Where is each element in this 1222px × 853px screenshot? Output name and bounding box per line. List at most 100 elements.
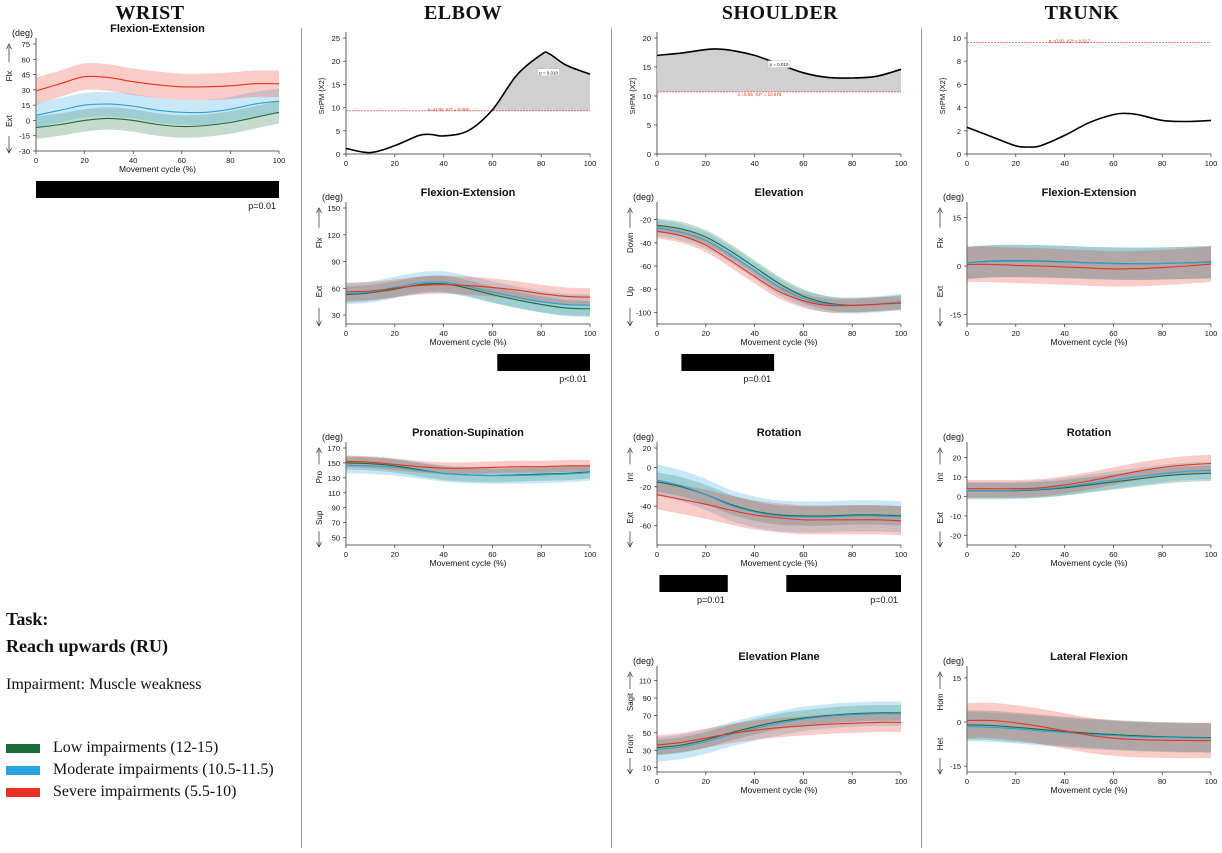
legend-item-severe: Severe impairments (5.5-10): [6, 781, 274, 803]
legend: Low impairments (12-15) Moderate impairm…: [6, 737, 274, 803]
x-tick-label: 0: [965, 329, 969, 338]
x-tick-label: 80: [537, 329, 545, 338]
x-tick-label: 100: [1205, 550, 1218, 559]
spm-curve: [656, 48, 902, 79]
x-tick-label: 100: [895, 777, 908, 786]
y-tick-label: 70: [643, 711, 651, 720]
sd-band-2: [346, 275, 590, 307]
direction-label-bottom: Sup: [315, 510, 324, 525]
y-tick-label: 15: [953, 214, 961, 223]
sd-band-0: [657, 704, 901, 756]
unit-label: (deg): [943, 432, 964, 442]
y-tick-label: 30: [643, 746, 651, 755]
down-arrow-head: [627, 541, 633, 548]
direction-label-top: Sagit: [626, 692, 635, 711]
y-tick-label: 10: [953, 34, 961, 43]
y-tick-label: 8: [957, 57, 961, 66]
y-axis-label: SnPM {X2}: [317, 77, 326, 114]
x-tick-label: 60: [488, 159, 496, 168]
x-tick-label: 80: [1158, 777, 1166, 786]
y-tick-label: -15: [950, 762, 961, 771]
significance-label: p=0.01: [248, 201, 276, 211]
series-line-2: [966, 263, 1212, 270]
x-tick-label: 20: [391, 159, 399, 168]
y-tick-label: 20: [643, 444, 651, 453]
x-axis-label: Movement cycle (%): [741, 337, 818, 347]
y-tick-label: 90: [332, 258, 340, 267]
y-tick-label: 10: [643, 92, 651, 101]
unit-label: (deg): [633, 432, 654, 442]
y-tick-label: 0: [957, 718, 961, 727]
significance-label: p=0.01: [743, 374, 771, 384]
x-tick-label: 20: [702, 550, 710, 559]
up-arrow-head: [937, 207, 943, 214]
x-tick-label: 100: [895, 550, 908, 559]
y-tick-label: 60: [332, 284, 340, 293]
x-tick-label: 40: [129, 156, 137, 165]
threshold-label: α =0.05, X2* = 9.517: [1049, 39, 1091, 44]
y-tick-label: -20: [640, 216, 651, 225]
x-tick-label: 80: [1158, 329, 1166, 338]
x-axis-label: Movement cycle (%): [430, 337, 507, 347]
sd-band-0: [657, 472, 901, 526]
x-tick-label: 40: [439, 159, 447, 168]
x-tick-label: 80: [1158, 159, 1166, 168]
y-tick-label: -15: [19, 132, 30, 141]
direction-label-bottom: Ext: [5, 114, 14, 126]
chart-shoulder-rot: Rotation 20 0 -20 -40 -60 0 20 40 60 80 100 Movement…: [626, 427, 907, 605]
legend-swatch-moderate: [6, 765, 40, 775]
down-arrow-head: [627, 768, 633, 775]
x-tick-label: 80: [537, 550, 545, 559]
series-line-0: [656, 712, 902, 749]
x-tick-label: 40: [1060, 550, 1068, 559]
sd-band-2: [657, 712, 901, 755]
x-axis-label: Movement cycle (%): [1051, 785, 1128, 795]
y-tick-label: 15: [953, 674, 961, 683]
y-tick-label: 15: [22, 101, 30, 110]
sd-band-2: [967, 246, 1211, 287]
x-tick-label: 20: [1012, 329, 1020, 338]
y-tick-label: 60: [22, 55, 30, 64]
x-tick-label: 0: [344, 550, 348, 559]
y-tick-label: 15: [643, 63, 651, 72]
chart-elbow-ps: Pronation-Supination 50 70 90 110 130 150 170 0 2…: [315, 427, 596, 568]
significance-label: p=0.01: [697, 595, 725, 605]
impairment-label: Impairment: Muscle weakness: [6, 676, 202, 693]
y-tick-label: -20: [640, 483, 651, 492]
sd-band-1: [657, 701, 901, 762]
x-tick-label: 80: [537, 159, 545, 168]
direction-label-top: Flx: [315, 237, 324, 248]
x-tick-label: 60: [799, 777, 807, 786]
chart-title: Flexion-Extension: [1042, 187, 1137, 199]
y-tick-label: 30: [332, 311, 340, 320]
y-tick-label: 15: [332, 80, 340, 89]
y-tick-label: 0: [957, 493, 961, 502]
task-name: Reach upwards (RU): [6, 636, 168, 656]
sd-band-1: [346, 271, 590, 316]
direction-label-top: Flx: [936, 237, 945, 248]
legend-label-moderate: Moderate impairments (10.5-11.5): [53, 761, 274, 778]
series-line-2: [656, 494, 902, 522]
direction-label-bottom: Het: [936, 737, 945, 750]
x-tick-label: 60: [1109, 777, 1117, 786]
x-tick-label: 40: [750, 550, 758, 559]
cluster-label-box: [537, 68, 560, 76]
y-tick-label: -60: [640, 262, 651, 271]
sd-band-0: [967, 710, 1211, 753]
x-tick-label: 20: [702, 777, 710, 786]
up-arrow-head: [627, 447, 633, 454]
direction-label-bottom: Ext: [936, 285, 945, 297]
y-tick-label: 120: [327, 231, 340, 240]
y-tick-label: -80: [640, 285, 651, 294]
series-line-2: [345, 460, 591, 469]
sd-band-1: [967, 711, 1211, 753]
x-tick-label: 80: [848, 550, 856, 559]
x-tick-label: 80: [848, 329, 856, 338]
x-tick-label: 0: [655, 550, 659, 559]
series-line-1: [345, 464, 591, 477]
y-tick-label: 5: [336, 127, 340, 136]
column-divider: [301, 28, 302, 848]
x-tick-label: 40: [750, 159, 758, 168]
legend-label-low: Low impairments (12-15): [53, 739, 219, 756]
